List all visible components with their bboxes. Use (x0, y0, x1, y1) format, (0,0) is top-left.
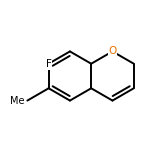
Text: O: O (108, 46, 117, 56)
Text: F: F (46, 59, 52, 69)
Text: Me: Me (10, 96, 24, 106)
